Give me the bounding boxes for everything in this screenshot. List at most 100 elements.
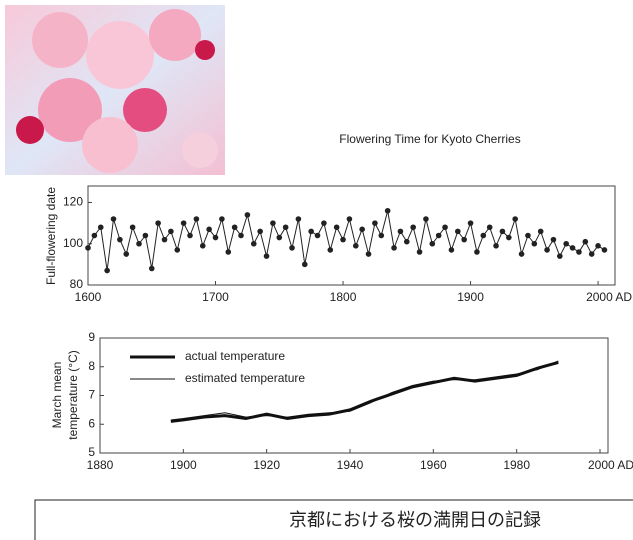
data-point xyxy=(308,228,314,235)
data-point xyxy=(314,232,321,239)
data-point xyxy=(136,240,142,247)
data-point xyxy=(531,240,538,247)
data-point xyxy=(219,216,225,222)
data-point xyxy=(142,232,149,239)
data-point xyxy=(295,216,302,222)
data-point xyxy=(212,234,219,241)
legend-label: estimated temperature xyxy=(185,371,305,385)
data-point xyxy=(187,232,193,239)
data-point xyxy=(410,224,416,231)
data-point xyxy=(480,232,487,239)
data-point xyxy=(550,236,557,243)
x-tick-label: 1960 xyxy=(420,458,447,472)
blossom xyxy=(86,21,154,89)
data-point xyxy=(563,240,569,247)
y-tick-label: 7 xyxy=(88,388,95,402)
blossom xyxy=(182,132,218,168)
y-tick-label: 120 xyxy=(63,195,83,209)
data-point xyxy=(129,224,136,231)
blossom-photo xyxy=(5,5,225,175)
data-point xyxy=(403,238,410,245)
data-point xyxy=(467,220,474,226)
data-point xyxy=(193,216,200,222)
data-point xyxy=(257,228,263,235)
data-point xyxy=(289,245,295,251)
data-point xyxy=(569,245,576,251)
data-point xyxy=(85,245,91,251)
data-line xyxy=(170,360,559,423)
data-point xyxy=(270,220,276,226)
data-point xyxy=(359,226,365,233)
data-point xyxy=(250,240,257,247)
data-point xyxy=(544,247,550,253)
x-tick-label: 1900 xyxy=(457,290,484,304)
data-point xyxy=(333,224,340,231)
data-point xyxy=(397,228,404,235)
data-point xyxy=(493,243,499,249)
x-tick-label: 1980 xyxy=(503,458,530,472)
data-point xyxy=(282,224,289,231)
data-point xyxy=(97,224,104,231)
caption: 京都における桜の満開日の記録 xyxy=(289,510,541,531)
data-point xyxy=(582,238,589,245)
bud xyxy=(195,40,215,60)
data-point xyxy=(448,247,455,253)
data-point xyxy=(352,243,359,249)
data-point xyxy=(206,226,212,233)
data-point xyxy=(525,232,531,239)
y-tick-label: 5 xyxy=(88,445,95,459)
data-point xyxy=(365,251,372,257)
data-point xyxy=(263,253,270,259)
data-point xyxy=(123,251,130,257)
blossom xyxy=(38,78,102,142)
data-point xyxy=(346,216,353,222)
data-point xyxy=(423,216,429,222)
x-tick-label: 1600 xyxy=(75,290,102,304)
data-point xyxy=(518,251,525,257)
data-point xyxy=(499,228,506,235)
data-point xyxy=(384,207,391,214)
x-tick-label: 1940 xyxy=(337,458,364,472)
data-point xyxy=(117,236,123,243)
x-tick-label: 2000 AD xyxy=(586,290,632,304)
y-tick-label: 80 xyxy=(70,277,84,291)
data-point xyxy=(372,220,378,226)
plot-frame xyxy=(87,185,616,286)
data-point xyxy=(340,236,346,243)
data-point xyxy=(557,253,563,259)
data-point xyxy=(91,232,98,239)
y-axis-label: temperature (°C) xyxy=(66,350,80,440)
bud xyxy=(123,88,167,132)
y-tick-label: 6 xyxy=(88,416,95,430)
y-tick-label: 9 xyxy=(88,330,95,344)
data-point xyxy=(512,216,518,222)
data-point xyxy=(461,236,467,243)
data-point xyxy=(155,220,161,226)
data-point xyxy=(161,236,168,243)
caption-box xyxy=(34,499,633,540)
chart-title: Flowering Time for Kyoto Cherries xyxy=(339,132,520,146)
data-point xyxy=(416,249,423,255)
data-point xyxy=(168,228,174,235)
data-point xyxy=(537,228,544,235)
data-line xyxy=(87,210,605,271)
data-point xyxy=(588,251,595,257)
data-point xyxy=(110,216,117,222)
data-point xyxy=(391,245,397,251)
blossom xyxy=(82,117,138,173)
x-tick-label: 1800 xyxy=(330,290,357,304)
data-point xyxy=(104,267,110,274)
data-point xyxy=(486,224,493,231)
plot-frame xyxy=(99,337,609,454)
data-point xyxy=(321,220,327,226)
data-point xyxy=(238,232,244,239)
bud xyxy=(16,116,44,144)
data-point xyxy=(455,228,461,235)
data-point xyxy=(225,249,232,255)
x-tick-label: 2000 AD xyxy=(588,458,633,472)
data-point xyxy=(474,249,480,255)
blossom xyxy=(149,9,201,61)
x-tick-label: 1900 xyxy=(170,458,197,472)
legend-label: actual temperature xyxy=(185,349,285,363)
